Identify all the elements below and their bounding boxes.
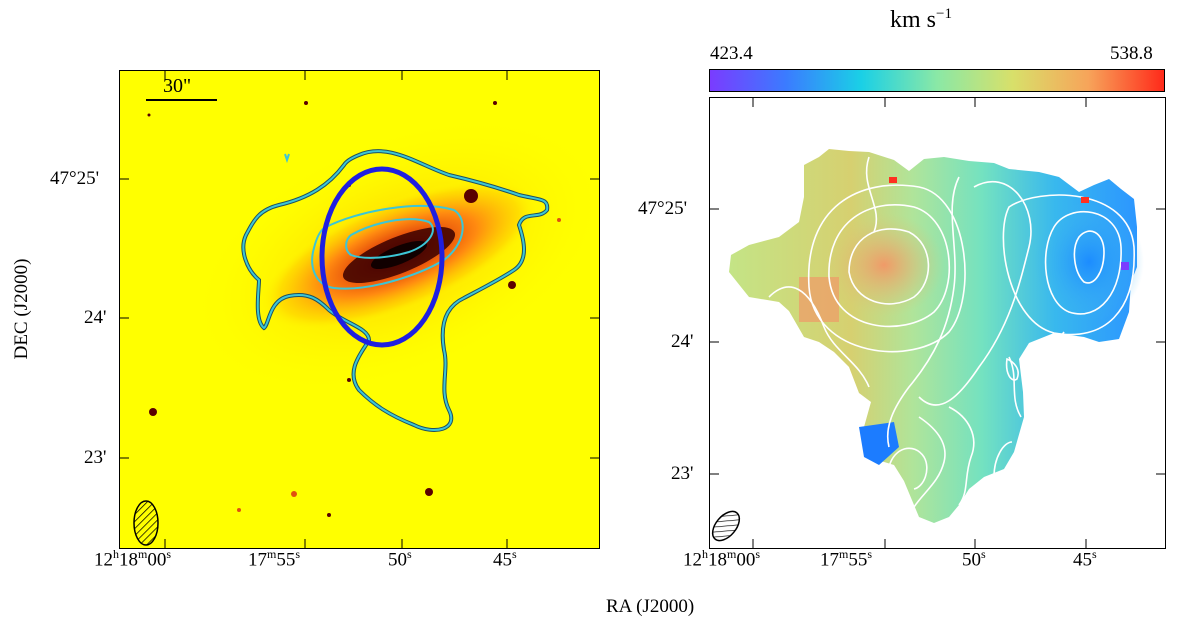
high-velocity-region	[824, 213, 944, 317]
field-stars	[147, 101, 561, 517]
scale-bar-label: 30"	[163, 75, 192, 97]
right-ticks	[709, 97, 1166, 549]
colorbar	[709, 69, 1165, 92]
left-ra-tick-2: 50s	[388, 547, 412, 571]
right-ra-tick-2: 50s	[962, 547, 986, 571]
right-dec-tick-23: 23'	[671, 463, 694, 484]
left-ra-tick-0: 12h18m00s	[94, 547, 172, 571]
right-ra-tick-0: 12h18m00s	[683, 547, 761, 571]
left-dec-tick-25: 47°25'	[50, 168, 100, 189]
edge-pixels	[889, 177, 1129, 270]
right-ra-tick-3: 45s	[1073, 547, 1097, 571]
right-dec-tick-24: 24'	[671, 331, 694, 352]
right-ra-tick-1: 17m55s	[820, 547, 873, 571]
velocity-contours	[768, 156, 1135, 508]
optical-image	[119, 70, 600, 549]
beam-ellipse-right	[711, 510, 741, 542]
left-ra-tick-3: 45s	[493, 547, 517, 571]
left-dec-tick-24: 24'	[84, 307, 107, 328]
blue-patch	[859, 422, 899, 465]
left-ra-tick-1: 17m55s	[248, 547, 301, 571]
colorbar-unit-label: km s−1	[890, 6, 952, 33]
hi-contours	[242, 150, 549, 431]
beam-ellipse	[133, 500, 159, 546]
left-panel: 30"	[119, 70, 600, 549]
right-panel	[709, 97, 1166, 549]
low-velocity-region	[1034, 202, 1144, 322]
y-axis-label: DEC (J2000)	[11, 258, 32, 360]
optical-disk-ellipse	[319, 166, 445, 348]
velocity-field	[709, 97, 1166, 549]
x-axis-label: RA (J2000)	[606, 596, 695, 617]
colorbar-min-label: 423.4	[710, 43, 753, 64]
left-dec-tick-23: 23'	[84, 447, 107, 468]
colorbar-max-label: 538.8	[1110, 43, 1153, 64]
left-ticks	[119, 70, 600, 549]
right-dec-tick-25: 47°25'	[638, 198, 688, 219]
